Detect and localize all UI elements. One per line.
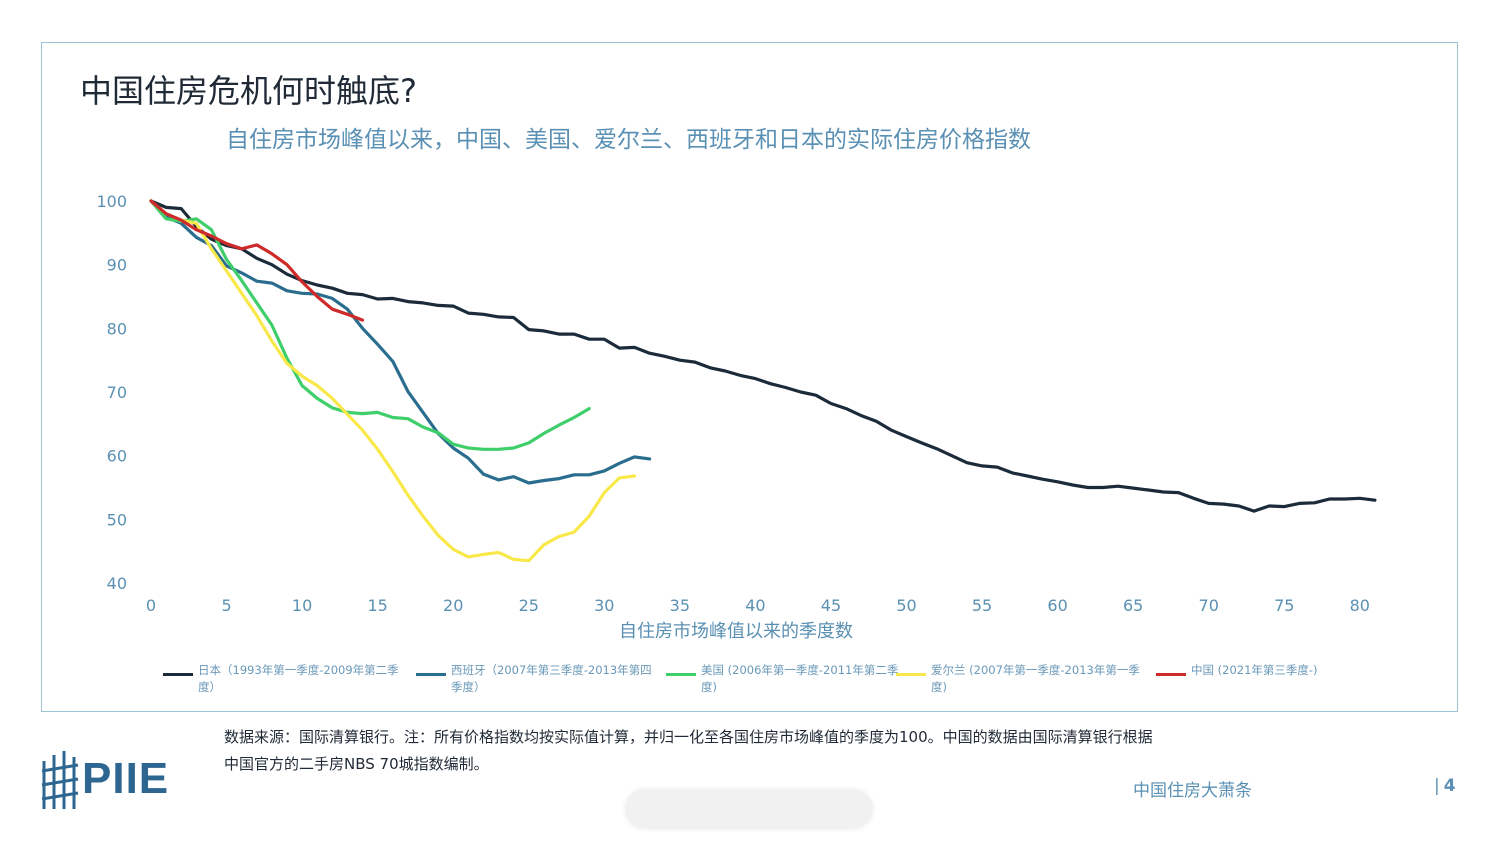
series-line-usa (149, 199, 591, 451)
source-note: 数据来源：国际清算银行。注：所有价格指数均按实际值计算，并归一化至各国住房市场峰… (224, 724, 1334, 778)
x-axis: 0 5 10 15 20 25 30 35 40 45 50 55 60 65 70 75 80 (146, 596, 1370, 615)
y-tick-label: 40 (107, 574, 127, 593)
x-tick-label: 50 (896, 596, 916, 615)
x-tick-label: 15 (367, 596, 387, 615)
legend-label: 西班牙（2007年第三季度-2013年第四季度） (451, 663, 652, 694)
page-number-value: 4 (1443, 776, 1456, 796)
series-lines (149, 199, 1377, 563)
x-tick-label: 45 (821, 596, 841, 615)
x-tick-label: 20 (443, 596, 463, 615)
legend-label: 日本（1993年第一季度-2009年第二季度） (198, 663, 399, 694)
x-tick-label: 80 (1350, 596, 1370, 615)
source-note-line-1: 数据来源：国际清算银行。注：所有价格指数均按实际值计算，并归一化至各国住房市场峰… (224, 728, 1153, 746)
x-tick-label: 40 (745, 596, 765, 615)
y-tick-label: 100 (96, 192, 127, 211)
x-tick-label: 75 (1274, 596, 1294, 615)
legend-swatch (163, 673, 193, 676)
y-tick-label: 70 (107, 383, 127, 402)
legend-swatch (416, 673, 446, 676)
page-scroll-control[interactable] (626, 790, 872, 828)
logo-wordmark: PIIE (82, 754, 170, 803)
chart-frame (41, 42, 1458, 712)
legend-label: 爱尔兰 (2007年第一季度-2013年第一季度) (931, 663, 1140, 694)
y-tick-label: 50 (107, 510, 127, 529)
x-tick-label: 60 (1047, 596, 1067, 615)
x-tick-label: 35 (670, 596, 690, 615)
series-line-ireland (149, 199, 637, 563)
series-line-japan (149, 199, 1377, 513)
x-tick-label: 0 (146, 596, 156, 615)
y-tick-label: 90 (107, 256, 127, 275)
x-tick-label: 55 (972, 596, 992, 615)
page-number: | 4 (1434, 776, 1456, 796)
x-tick-label: 10 (292, 596, 312, 615)
source-note-line-2: 中国官方的二手房NBS 70城指数编制。 (224, 755, 489, 773)
page-title: 中国住房危机何时触底? (80, 72, 417, 110)
legend-swatch (666, 673, 696, 676)
x-tick-label: 65 (1123, 596, 1143, 615)
footer-title: 中国住房大萧条 (1133, 781, 1252, 801)
x-tick-label: 5 (221, 596, 231, 615)
y-axis: 40 50 60 70 80 90 100 (96, 192, 127, 593)
x-tick-label: 30 (594, 596, 614, 615)
legend-swatch (1156, 673, 1186, 676)
legend-label: 中国 (2021年第三季度-) (1191, 663, 1318, 677)
chart-subtitle: 自住房市场峰值以来，中国、美国、爱尔兰、西班牙和日本的实际住房价格指数 (226, 127, 1031, 153)
piie-logo-icon (41, 751, 79, 809)
legend-label: 美国 (2006年第一季度-2011年第二季度) (701, 663, 899, 694)
legend-swatch (896, 673, 926, 676)
page-separator: | (1434, 776, 1440, 796)
series-line-china (149, 199, 365, 322)
x-tick-label: 25 (519, 596, 539, 615)
y-tick-label: 80 (107, 319, 127, 338)
x-axis-label: 自住房市场峰值以来的季度数 (619, 621, 853, 642)
y-tick-label: 60 (107, 447, 127, 466)
x-tick-label: 70 (1199, 596, 1219, 615)
